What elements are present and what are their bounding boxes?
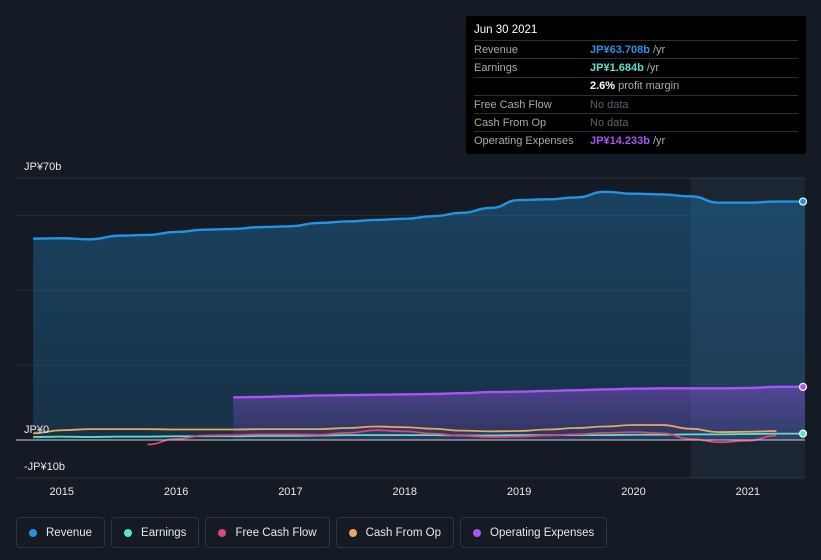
tooltip-row-label: Earnings — [474, 61, 518, 74]
legend-label: Revenue — [46, 526, 93, 539]
tooltip-row: Operating Expenses JP¥14.233b/yr — [474, 131, 798, 149]
tooltip-date: Jun 30 2021 — [474, 24, 538, 36]
tooltip-row-label: Free Cash Flow — [474, 98, 552, 111]
revenue-area — [33, 191, 806, 440]
axis-labels: JP¥70b JP¥0 -JP¥10b 2015 2016 2017 2018 2019 202… — [24, 161, 760, 498]
revenue-line — [33, 190, 805, 241]
legend-dot-icon — [348, 528, 357, 537]
series-lines — [16, 190, 805, 446]
x-tick-label: 2020 — [621, 486, 645, 498]
x-tick-label: 2017 — [278, 486, 302, 498]
legend-item-revenue[interactable]: Revenue — [16, 517, 106, 548]
x-tick-label: 2021 — [736, 486, 760, 498]
y-tick-label: JP¥70b — [24, 161, 61, 173]
legend-item-operating-expenses[interactable]: Operating Expenses — [460, 517, 608, 548]
earnings-line — [33, 432, 805, 438]
tooltip-row: Cash From Op No data — [474, 113, 798, 131]
tooltip-row-label: Operating Expenses — [474, 135, 574, 148]
tooltip-row-value: JP¥63.708b — [590, 43, 650, 56]
revenue-end-marker — [798, 197, 808, 206]
end-markers — [798, 197, 808, 438]
tooltip-row-value: JP¥1.684b — [590, 61, 644, 74]
tooltip-row-unit: /yr — [646, 61, 660, 74]
tooltip-row-value: No data — [590, 98, 629, 111]
legend: Revenue Earnings Free Cash Flow Cash From O… — [16, 517, 608, 548]
y-tick-label: -JP¥10b — [24, 461, 65, 473]
tooltip-row-value: JP¥14.233b — [590, 135, 650, 148]
tooltip-row-unit: /yr — [652, 135, 666, 148]
x-tick-label: 2015 — [49, 486, 73, 498]
tooltip-row-unit: profit margin — [618, 80, 680, 93]
tooltip-rows: Revenue JP¥63.708b/yr Earnings JP¥1.684b/yr… — [474, 40, 798, 150]
operating-expenses-end-marker — [798, 382, 808, 391]
legend-dot-icon — [218, 528, 227, 537]
free-cash-flow-line — [147, 429, 777, 446]
legend-dot-icon — [124, 528, 133, 537]
legend-item-earnings[interactable]: Earnings — [111, 517, 200, 548]
legend-item-cash-from-op[interactable]: Cash From Op — [335, 517, 455, 548]
tooltip-row-label: Cash From Op — [474, 116, 547, 129]
tooltip-panel: Jun 30 2021 Revenue JP¥63.708b/yr Earnings… — [466, 16, 806, 154]
tooltip-row: Earnings JP¥1.684b/yr — [474, 58, 798, 76]
series-areas — [33, 191, 806, 440]
legend-label: Free Cash Flow — [235, 526, 317, 539]
cash-from-op-line — [33, 424, 777, 435]
tooltip-row-value: No data — [590, 116, 629, 129]
x-tick-label: 2019 — [507, 486, 531, 498]
legend-label: Operating Expenses — [490, 526, 595, 539]
earnings-end-marker — [798, 429, 808, 438]
x-tick-label: 2018 — [393, 486, 417, 498]
x-tick-label: 2016 — [164, 486, 188, 498]
tooltip-row: Revenue JP¥63.708b/yr — [474, 40, 798, 58]
y-tick-label: JP¥0 — [24, 424, 49, 436]
operating-expenses-line — [233, 385, 805, 399]
tooltip-row: 2.6% profit margin — [474, 76, 798, 95]
tooltip-row: Free Cash Flow No data — [474, 94, 798, 113]
tooltip-row-label: Revenue — [474, 43, 519, 56]
legend-item-free-cash-flow[interactable]: Free Cash Flow — [205, 517, 330, 548]
legend-label: Cash From Op — [365, 526, 442, 539]
legend-label: Earnings — [141, 526, 187, 539]
tooltip-row-unit: /yr — [652, 43, 666, 56]
tooltip-row-value: 2.6% — [590, 80, 616, 93]
legend-dot-icon — [473, 528, 482, 537]
legend-dot-icon — [29, 528, 37, 537]
